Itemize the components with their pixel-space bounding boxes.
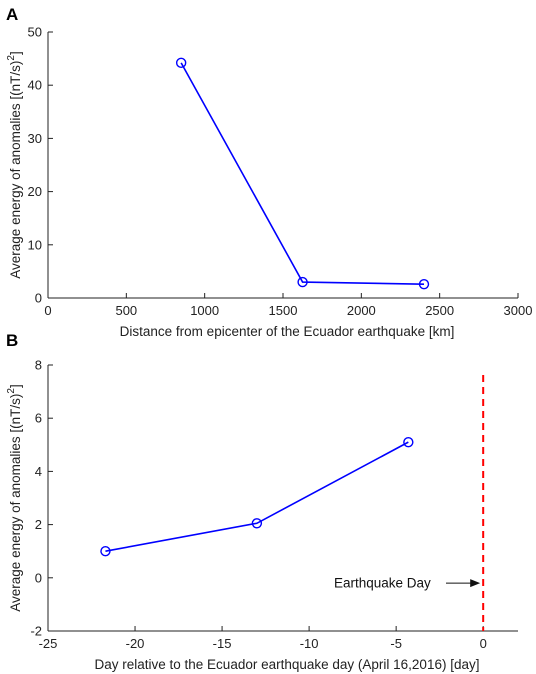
chart-b-y-axis-label-end: ]	[8, 384, 23, 388]
chart-b-y-axis-label: Average energy of anomalies [(nT/s)2]	[6, 384, 23, 611]
chart-b-x-tick-label: -15	[213, 636, 232, 651]
chart-a-y-tick-label: 20	[28, 184, 42, 199]
chart-b-y-tick-label: 4	[35, 464, 42, 479]
chart-a-y-axis-label-end: ]	[8, 51, 23, 55]
chart-b-x-tick-label: -10	[300, 636, 319, 651]
chart-a-x-axis-label: Distance from epicenter of the Ecuador e…	[120, 324, 455, 339]
chart-b-data-point	[251, 518, 263, 529]
chart-a-x-tick-label: 1000	[190, 303, 219, 318]
chart-a-y-tick-label: 0	[35, 291, 42, 306]
chart-b-x-axis-label: Day relative to the Ecuador earthquake d…	[95, 657, 480, 672]
chart-b-data-point	[403, 436, 414, 448]
chart-a-data-point	[418, 278, 430, 290]
chart-b-y-axis-label-main: Average energy of anomalies [(nT/s)	[8, 394, 23, 612]
chart-a-y-tick-label: 40	[28, 78, 42, 93]
chart-b-y-tick-label: 8	[35, 358, 42, 373]
chart-a-x-tick-label: 3000	[504, 303, 533, 318]
chart-a-x-tick-label: 2000	[347, 303, 376, 318]
panel-a-letter: A	[6, 5, 18, 24]
chart-a-series-line	[180, 62, 425, 285]
chart-a-data-point	[175, 57, 187, 69]
chart-a-y-axis-label-main: Average energy of anomalies [(nT/s)	[8, 61, 23, 279]
chart-b-series-line	[105, 441, 409, 552]
chart-a-x-tick-label: 500	[115, 303, 137, 318]
chart-panel-a: 0 500 1000 1500 2000 2500 3000 0 10 20 30 40 50 Dista…	[6, 25, 532, 340]
chart-a-y-axis-label-sup: 2	[6, 55, 17, 61]
chart-b-x-tick-label: -20	[126, 636, 145, 651]
chart-a-x-tick-label: 1500	[269, 303, 298, 318]
chart-a-y-tick-label: 10	[28, 237, 42, 252]
chart-a-x-tick-label: 0	[44, 303, 51, 318]
chart-b-x-tick-label: 0	[480, 636, 487, 651]
chart-a-y-tick-label: 50	[28, 25, 42, 40]
chart-a-data-point	[297, 276, 308, 288]
panel-b-letter: B	[6, 331, 18, 350]
chart-a-y-tick-label: 30	[28, 131, 42, 146]
chart-b-x-tick-label: -25	[39, 636, 58, 651]
chart-a-y-axis-label: Average energy of anomalies [(nT/s)2]	[6, 51, 23, 278]
chart-a-x-tick-label: 2500	[425, 303, 454, 318]
chart-b-annotation-arrow-head	[470, 579, 481, 588]
chart-b-x-tick-label: -5	[390, 636, 402, 651]
chart-b-y-tick-label: 0	[35, 570, 42, 585]
chart-b-annotation-text: Earthquake Day	[334, 576, 431, 591]
chart-b-y-tick-label: 2	[35, 517, 42, 532]
chart-b-y-tick-label: 6	[35, 411, 42, 426]
chart-b-y-tick-label: -2	[30, 624, 42, 639]
chart-b-data-point	[100, 546, 111, 557]
chart-b-y-axis-label-sup: 2	[6, 388, 17, 394]
